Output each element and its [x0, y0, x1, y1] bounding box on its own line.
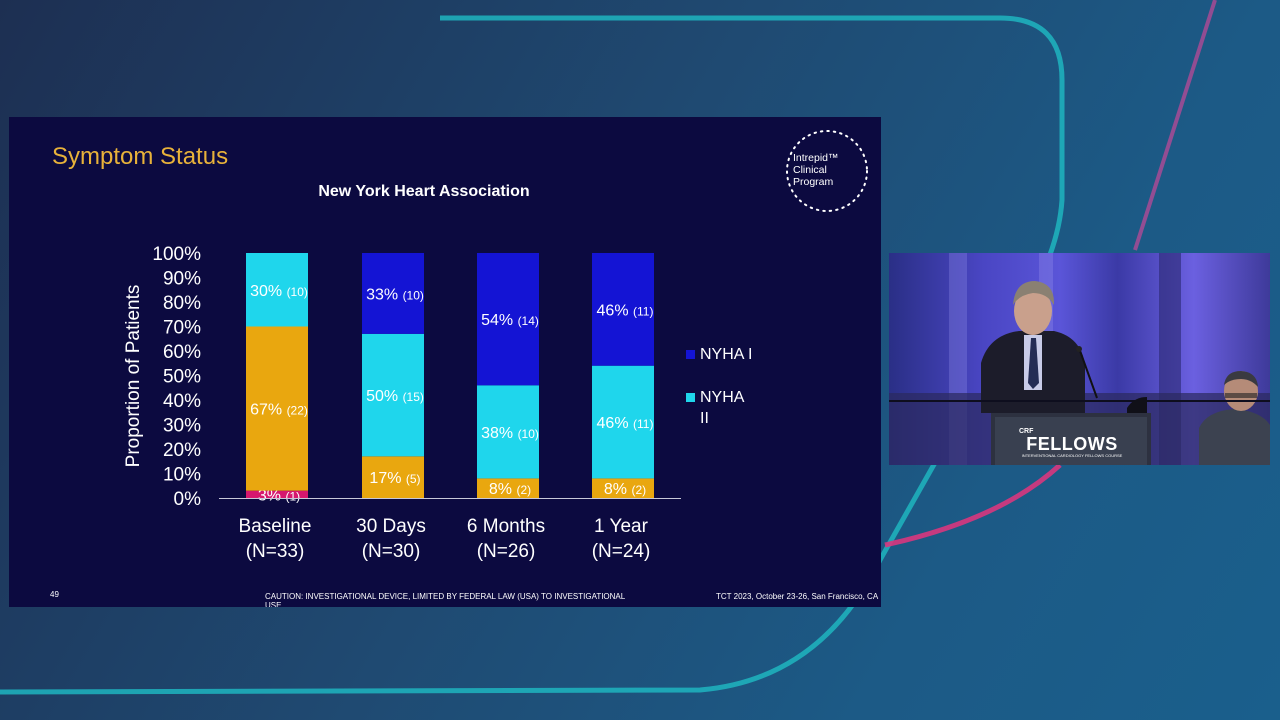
fellows-subtitle: INTERVENTIONAL CARDIOLOGY FELLOWS COURSE [1021, 453, 1123, 458]
logo-text: Intrepid™ Clinical Program [793, 152, 839, 188]
bar-segment [477, 478, 539, 498]
slide-number: 49 [50, 590, 59, 599]
bar-segment [362, 456, 424, 498]
bar-segment [592, 253, 654, 366]
x-tick-label: (N=26) [477, 541, 536, 562]
data-label: 30% (10) [250, 283, 308, 300]
x-tick-label: (N=24) [592, 541, 651, 562]
chart-title: New York Heart Association [318, 183, 530, 200]
y-tick-label: 10% [163, 465, 201, 486]
slide-title: Symptom Status [52, 143, 229, 170]
y-tick-label: 60% [163, 342, 201, 363]
y-tick-label: 100% [152, 244, 201, 265]
legend-label: NYHA [700, 389, 745, 406]
data-label: 46% (11) [597, 302, 654, 319]
crf-logo: CRF [1019, 428, 1034, 435]
data-label: 3% (1) [258, 487, 300, 504]
y-tick-label: 20% [163, 440, 201, 461]
caution-text: CAUTION: INVESTIGATIONAL DEVICE, LIMITED… [265, 592, 625, 607]
y-tick-label: 50% [163, 367, 201, 388]
data-label: 46% (11) [597, 415, 654, 432]
y-tick-label: 0% [174, 489, 202, 510]
logo-line: Clinical [793, 164, 827, 176]
data-label: 50% (15) [366, 388, 424, 405]
legend-label: NYHA I [700, 346, 752, 363]
data-label: 33% (10) [366, 286, 424, 303]
bar-segment [362, 253, 424, 334]
bar-segment [246, 253, 308, 327]
data-label: 67% (22) [250, 402, 308, 419]
bar-segment [477, 253, 539, 386]
x-tick-label: Baseline [239, 516, 312, 537]
data-label: 8% (2) [604, 481, 646, 498]
stacked-bar-chart: 0% 10% 20% 30% 40% 50% 60% 70% 80% 90% 100% Proport… [123, 244, 752, 562]
presentation-slide: Symptom Status Intrepid™ Clinical Progra… [9, 117, 881, 607]
bar-segment [246, 326, 308, 491]
bar-segment [477, 385, 539, 479]
y-axis-label: Proportion of Patients [123, 285, 144, 468]
conference-text: TCT 2023, October 23-26, San Francisco, … [716, 592, 879, 601]
bar-segment [592, 478, 654, 498]
data-label: 17% (5) [369, 470, 420, 487]
data-label: 54% (14) [481, 312, 539, 329]
logo-line: Intrepid™ [793, 152, 839, 164]
speaker-scene [889, 253, 1270, 465]
y-tick-label: 90% [163, 269, 201, 290]
logo-line: Program [793, 176, 834, 188]
legend-swatch [686, 393, 695, 402]
legend-swatch [686, 350, 695, 359]
data-label: 38% (10) [481, 425, 539, 442]
y-tick-label: 80% [163, 293, 201, 314]
y-tick-label: 70% [163, 318, 201, 339]
intrepid-program-logo [779, 123, 875, 219]
bar-segment [362, 333, 424, 457]
podium-sign: CRF FELLOWS INTERVENTIONAL CARDIOLOGY FE… [997, 428, 1147, 459]
fellows-logo: FELLOWS [1026, 434, 1118, 454]
x-tick-label: 30 Days [356, 516, 426, 537]
x-tick-label: 1 Year [594, 516, 649, 537]
legend-label: II [700, 410, 709, 427]
x-tick-label: 6 Months [467, 516, 545, 537]
data-label: 8% (2) [489, 481, 531, 498]
x-tick-label: (N=30) [362, 541, 421, 562]
speaker-video: CRF FELLOWS INTERVENTIONAL CARDIOLOGY FE… [889, 253, 1270, 465]
y-tick-label: 30% [163, 416, 201, 437]
y-tick-label: 40% [163, 391, 201, 412]
bar-segment [592, 365, 654, 479]
x-tick-label: (N=33) [246, 541, 305, 562]
bar-segment [246, 490, 308, 498]
